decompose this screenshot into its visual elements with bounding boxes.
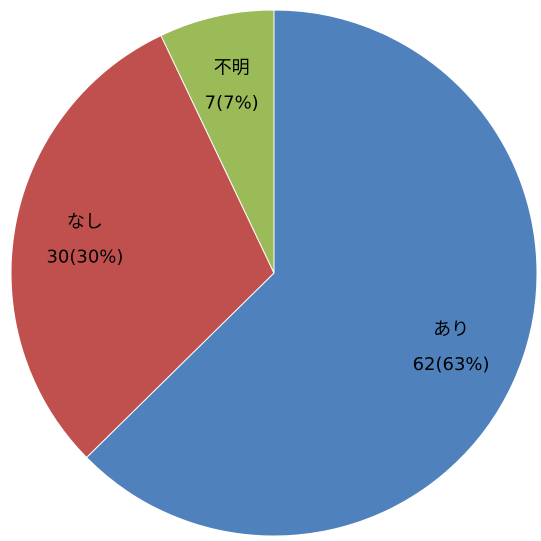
- pie-slice: [10, 34, 275, 459]
- pie-slice: [160, 9, 275, 274]
- slice-value-label: 30(30%): [46, 247, 123, 268]
- slice-label: なし: [67, 212, 103, 233]
- slice-label: 不明: [214, 58, 250, 79]
- pie-slice: [85, 9, 538, 537]
- slice-value-label: 7(7%): [205, 93, 259, 114]
- slice-label: あり: [433, 319, 469, 340]
- slice-value-label: 62(63%): [413, 354, 490, 375]
